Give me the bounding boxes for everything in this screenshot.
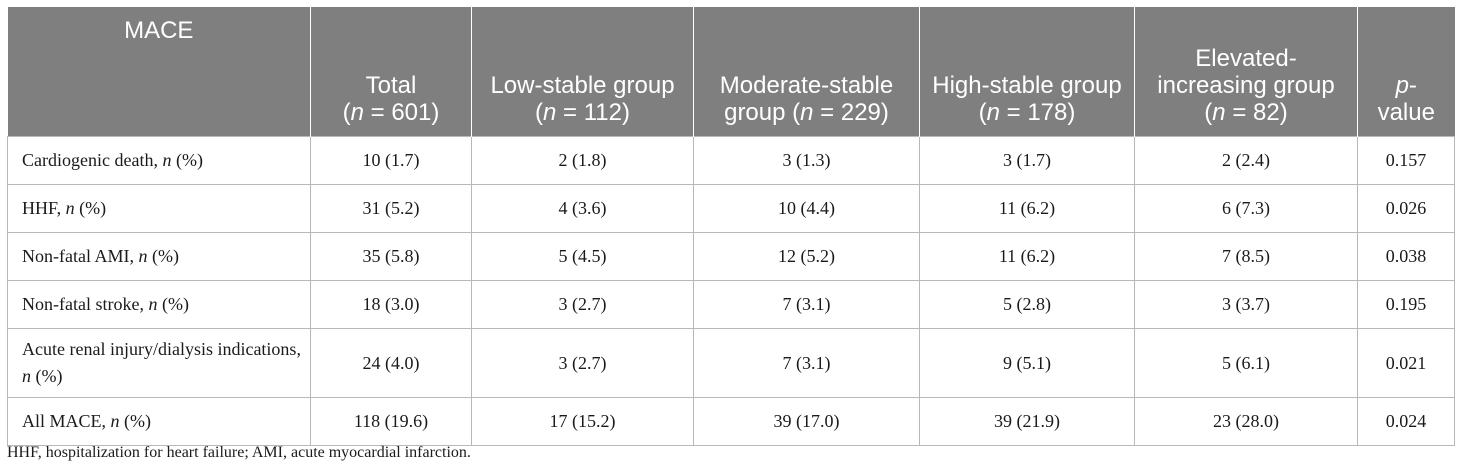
- cell-high-stable: 11 (6.2): [919, 184, 1135, 233]
- table-row: Non-fatal stroke, n (%) 18 (3.0) 3 (2.7)…: [7, 280, 1455, 329]
- cell-low-stable: 2 (1.8): [471, 136, 694, 185]
- cell-total: 35 (5.8): [310, 232, 472, 281]
- cell-p-value: 0.038: [1357, 232, 1455, 281]
- row-label: Cardiogenic death, n (%): [7, 136, 311, 185]
- row-label: Non-fatal stroke, n (%): [7, 280, 311, 329]
- table-row: Cardiogenic death, n (%) 10 (1.7) 2 (1.8…: [7, 136, 1455, 185]
- header-high-stable: High-stable group (n = 178): [919, 7, 1135, 137]
- header-moderate-stable: Moderate-stable group (n = 229): [693, 7, 920, 137]
- cell-high-stable: 11 (6.2): [919, 232, 1135, 281]
- cell-p-value: 0.026: [1357, 184, 1455, 233]
- cell-elevated-increasing: 6 (7.3): [1134, 184, 1358, 233]
- cell-moderate-stable: 39 (17.0): [693, 397, 920, 446]
- cell-total: 31 (5.2): [310, 184, 472, 233]
- cell-high-stable: 9 (5.1): [919, 328, 1135, 398]
- cell-p-value: 0.021: [1357, 328, 1455, 398]
- row-label: Acute renal injury/dialysis indications,…: [7, 328, 311, 398]
- cell-moderate-stable: 12 (5.2): [693, 232, 920, 281]
- header-p-value: p-value: [1357, 7, 1455, 137]
- cell-p-value: 0.157: [1357, 136, 1455, 185]
- cell-high-stable: 39 (21.9): [919, 397, 1135, 446]
- cell-total: 24 (4.0): [310, 328, 472, 398]
- row-label: Non-fatal AMI, n (%): [7, 232, 311, 281]
- cell-total: 10 (1.7): [310, 136, 472, 185]
- cell-p-value: 0.195: [1357, 280, 1455, 329]
- row-label: HHF, n (%): [7, 184, 311, 233]
- table-row: Acute renal injury/dialysis indications,…: [7, 328, 1455, 398]
- cell-moderate-stable: 7 (3.1): [693, 280, 920, 329]
- header-mace: MACE: [7, 7, 311, 137]
- cell-moderate-stable: 3 (1.3): [693, 136, 920, 185]
- cell-low-stable: 3 (2.7): [471, 280, 694, 329]
- cell-elevated-increasing: 3 (3.7): [1134, 280, 1358, 329]
- cell-moderate-stable: 7 (3.1): [693, 328, 920, 398]
- cell-low-stable: 4 (3.6): [471, 184, 694, 233]
- table-row: HHF, n (%) 31 (5.2) 4 (3.6) 10 (4.4) 11 …: [7, 184, 1455, 233]
- cell-total: 18 (3.0): [310, 280, 472, 329]
- cell-high-stable: 3 (1.7): [919, 136, 1135, 185]
- cell-high-stable: 5 (2.8): [919, 280, 1135, 329]
- header-total: Total (n = 601): [310, 7, 472, 137]
- table-container: MACE Total (n = 601) Low-stable group (n …: [7, 7, 1455, 446]
- cell-moderate-stable: 10 (4.4): [693, 184, 920, 233]
- cell-elevated-increasing: 5 (6.1): [1134, 328, 1358, 398]
- cell-total: 118 (19.6): [310, 397, 472, 446]
- mace-table: MACE Total (n = 601) Low-stable group (n …: [7, 7, 1455, 446]
- table-footnote: HHF, hospitalization for heart failure; …: [7, 444, 471, 461]
- row-label: All MACE, n (%): [7, 397, 311, 446]
- cell-elevated-increasing: 23 (28.0): [1134, 397, 1358, 446]
- cell-p-value: 0.024: [1357, 397, 1455, 446]
- cell-elevated-increasing: 7 (8.5): [1134, 232, 1358, 281]
- table-row: Non-fatal AMI, n (%) 35 (5.8) 5 (4.5) 12…: [7, 232, 1455, 281]
- header-elevated-increasing: Elevated-increasing group (n = 82): [1134, 7, 1358, 137]
- header-row: MACE Total (n = 601) Low-stable group (n …: [7, 7, 1455, 137]
- header-low-stable: Low-stable group (n = 112): [471, 7, 694, 137]
- cell-low-stable: 17 (15.2): [471, 397, 694, 446]
- cell-low-stable: 5 (4.5): [471, 232, 694, 281]
- cell-elevated-increasing: 2 (2.4): [1134, 136, 1358, 185]
- cell-low-stable: 3 (2.7): [471, 328, 694, 398]
- table-row: All MACE, n (%) 118 (19.6) 17 (15.2) 39 …: [7, 397, 1455, 446]
